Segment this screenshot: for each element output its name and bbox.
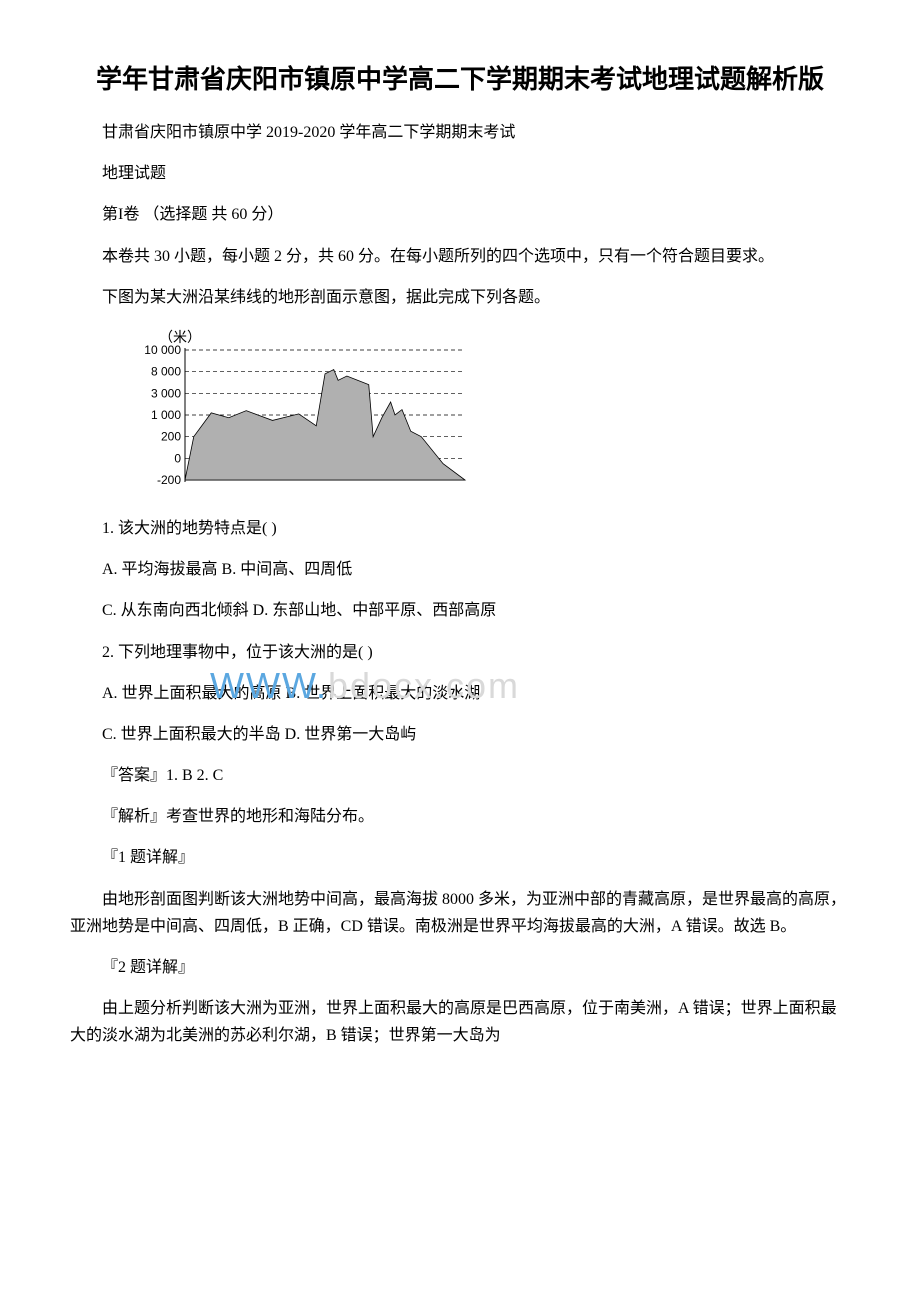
section-header: 第I卷 （选择题 共 60 分） — [70, 201, 850, 228]
prompt: 下图为某大洲沿某纬线的地形剖面示意图，据此完成下列各题。 — [70, 284, 850, 311]
terrain-profile-chart: （米）10 0008 0003 0001 0002000-200 — [130, 325, 470, 505]
question-2-stem: 2. 下列地理事物中，位于该大洲的是( ) — [70, 639, 850, 666]
question-1-stem: 1. 该大洲的地势特点是( ) — [70, 515, 850, 542]
subject: 地理试题 — [70, 160, 850, 187]
svg-text:8 000: 8 000 — [151, 365, 181, 379]
svg-text:3 000: 3 000 — [151, 386, 181, 400]
detail-1-text: 由地形剖面图判断该大洲地势中间高，最高海拔 8000 多米，为亚洲中部的青藏高原… — [70, 886, 850, 940]
question-2-options-cd: C. 世界上面积最大的半岛 D. 世界第一大岛屿 — [70, 721, 850, 748]
svg-text:10 000: 10 000 — [144, 343, 181, 357]
question-2-options-ab: A. 世界上面积最大的高原 B. 世界上面积最大的淡水湖 — [70, 680, 850, 707]
question-1-options-ab: A. 平均海拔最高 B. 中间高、四周低 — [70, 556, 850, 583]
question-1-options-cd: C. 从东南向西北倾斜 D. 东部山地、中部平原、西部高原 — [70, 597, 850, 624]
svg-text:0: 0 — [174, 451, 181, 465]
detail-2-label: 『2 题详解』 — [70, 954, 850, 981]
subtitle: 甘肃省庆阳市镇原中学 2019-2020 学年高二下学期期末考试 — [70, 119, 850, 146]
svg-text:-200: -200 — [157, 473, 181, 487]
detail-2-text: 由上题分析判断该大洲为亚洲，世界上面积最大的高原是巴西高原，位于南美洲，A 错误… — [70, 995, 850, 1049]
svg-text:1 000: 1 000 — [151, 408, 181, 422]
page-title: 学年甘肃省庆阳市镇原中学高二下学期期末考试地理试题解析版 — [70, 60, 850, 99]
detail-1-label: 『1 题详解』 — [70, 844, 850, 871]
analysis-label: 『解析』考查世界的地形和海陆分布。 — [70, 803, 850, 830]
svg-text:200: 200 — [161, 430, 181, 444]
instruction: 本卷共 30 小题，每小题 2 分，共 60 分。在每小题所列的四个选项中，只有… — [70, 243, 850, 270]
answer-line: 『答案』1. B 2. C — [70, 762, 850, 789]
